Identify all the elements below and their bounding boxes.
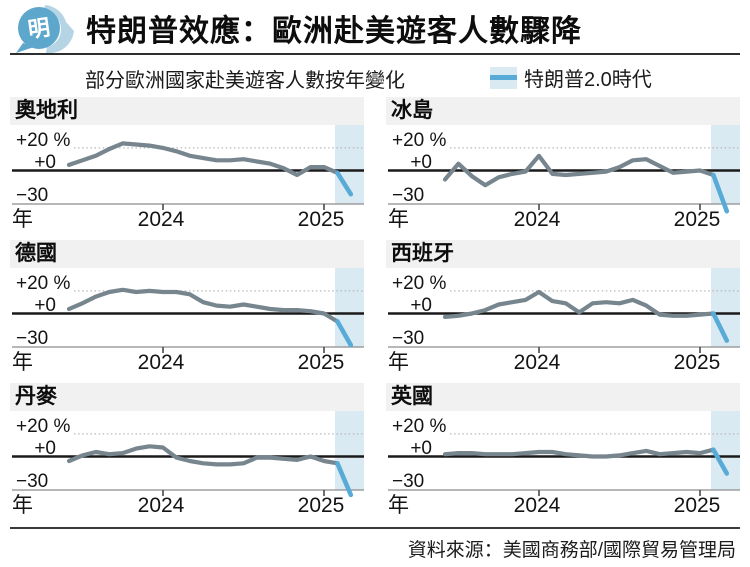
xtick-label-2025: 2025 (673, 351, 721, 374)
xaxis-year-label: 年 (12, 208, 33, 231)
xtick-label-2025: 2025 (673, 494, 721, 517)
xaxis-year-label: 年 (12, 494, 33, 517)
ytick-label-plus20: +20 % (16, 130, 71, 151)
trump-era-segment (335, 319, 354, 348)
chart-panel-uk: 英國 +20 % +0 −30 年 2024 2025 (386, 383, 740, 517)
ytick-label-minus30: −30 (392, 328, 425, 349)
series-line (442, 447, 716, 459)
chart-subtitle: 部分歐洲國家赴美遊客人數按年變化 (85, 70, 405, 92)
panel-title: 奧地利 (10, 97, 364, 125)
xtick-label-2024: 2024 (513, 494, 561, 517)
ytick-label-plus20: +20 % (16, 273, 71, 294)
xtick-label-2025: 2025 (297, 494, 345, 517)
panel-title: 西班牙 (386, 240, 740, 268)
xaxis-year-label: 年 (388, 351, 409, 374)
xtick-label-2025: 2025 (673, 208, 721, 231)
xtick-label-2025: 2025 (297, 351, 345, 374)
panel-title: 丹麥 (10, 383, 364, 411)
chart-plot: +20 % +0 −30 年 2024 2025 (10, 411, 364, 517)
trump-era-segment (335, 460, 354, 498)
series-line (442, 289, 716, 320)
xtick-label-2024: 2024 (513, 208, 561, 231)
mingpao-logo-icon: 明 (16, 5, 74, 53)
chart-panel-spain: 西班牙 +20 % +0 −30 年 2024 2025 (386, 240, 740, 374)
panel-title: 英國 (386, 383, 740, 411)
logo-bubble (18, 7, 60, 49)
line-chart-germany (12, 268, 364, 353)
ytick-label-plus20: +20 % (16, 416, 71, 437)
chart-plot: +20 % +0 −30 年 2024 2025 (386, 125, 740, 231)
chart-plot: +20 % +0 −30 年 2024 2025 (10, 268, 364, 374)
line-chart-iceland (388, 125, 740, 214)
chart-plot: +20 % +0 −30 年 2024 2025 (10, 125, 364, 231)
series-line (66, 287, 340, 324)
trump-era-segment (335, 170, 354, 197)
series-line (66, 444, 340, 467)
ytick-label-zero: +0 (410, 438, 432, 459)
xtick-label-2025: 2025 (297, 208, 345, 231)
ytick-label-plus20: +20 % (392, 416, 447, 437)
ytick-label-zero: +0 (410, 152, 432, 173)
legend: 特朗普2.0時代 (490, 63, 652, 92)
chart-panel-germany: 德國 +20 % +0 −30 年 2024 2025 (10, 240, 364, 374)
ytick-label-minus30: −30 (16, 328, 49, 349)
masthead: 明 特朗普效應：歐洲赴美遊客人數驟降 (10, 0, 740, 53)
xtick-label-2024: 2024 (137, 351, 185, 374)
trump-era-swatch-icon (490, 66, 517, 89)
chart-plot: +20 % +0 −30 年 2024 2025 (386, 411, 740, 517)
panel-title: 冰島 (386, 97, 740, 125)
line-chart-spain (388, 268, 740, 353)
ytick-label-plus20: +20 % (392, 130, 447, 151)
page-title: 特朗普效應：歐洲赴美遊客人數驟降 (86, 15, 582, 48)
xtick-label-2024: 2024 (137, 208, 185, 231)
ytick-label-minus30: −30 (392, 185, 425, 206)
header-divider (10, 53, 740, 55)
trump-era-segment (711, 447, 730, 476)
trump-era-region (711, 125, 740, 204)
logo-glyph: 明 (26, 15, 51, 43)
ytick-label-zero: +0 (34, 152, 56, 173)
trump-era-line-icon (490, 75, 517, 80)
ytick-label-zero: +0 (410, 295, 432, 316)
ytick-label-minus30: −30 (16, 471, 49, 492)
xaxis-year-label: 年 (388, 208, 409, 231)
chart-plot: +20 % +0 −30 年 2024 2025 (386, 268, 740, 374)
legend-label: 特朗普2.0時代 (524, 69, 652, 91)
ytick-label-zero: +0 (34, 295, 56, 316)
xtick-label-2024: 2024 (137, 494, 185, 517)
logo-bubble-tail (16, 43, 34, 53)
chart-panel-austria: 奧地利 +20 % +0 −30 年 2024 2025 (10, 97, 364, 231)
ytick-label-minus30: −30 (392, 471, 425, 492)
xtick-label-2024: 2024 (513, 351, 561, 374)
trump-era-segment (711, 311, 730, 343)
series-line (442, 153, 716, 188)
xaxis-year-label: 年 (12, 351, 33, 374)
ytick-label-minus30: −30 (16, 185, 49, 206)
chart-panel-denmark: 丹麥 +20 % +0 −30 年 2024 2025 (10, 383, 364, 517)
line-chart-denmark (12, 411, 364, 498)
line-chart-uk (388, 411, 740, 496)
source-note: 資料來源：美國商務部/國際貿易管理局 (10, 527, 740, 562)
trump-era-segment (711, 172, 730, 214)
charts-grid: 奧地利 +20 % +0 −30 年 2024 2025 (10, 97, 740, 517)
trump-era-region (335, 268, 364, 347)
series-line (66, 141, 340, 178)
xaxis-year-label: 年 (388, 494, 409, 517)
ytick-label-zero: +0 (34, 438, 56, 459)
line-chart-austria (12, 125, 364, 210)
ytick-label-plus20: +20 % (392, 273, 447, 294)
panel-title: 德國 (10, 240, 364, 268)
trump-era-region (335, 411, 364, 490)
chart-panel-iceland: 冰島 +20 % +0 −30 年 2024 2025 (386, 97, 740, 231)
logo-swirl (44, 5, 74, 53)
subtitle-row: 部分歐洲國家赴美遊客人數按年變化 特朗普2.0時代 (10, 55, 740, 97)
